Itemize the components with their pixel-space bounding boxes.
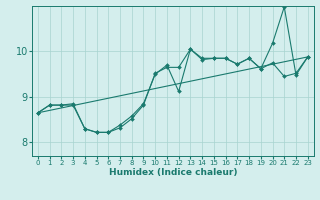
- X-axis label: Humidex (Indice chaleur): Humidex (Indice chaleur): [108, 168, 237, 177]
